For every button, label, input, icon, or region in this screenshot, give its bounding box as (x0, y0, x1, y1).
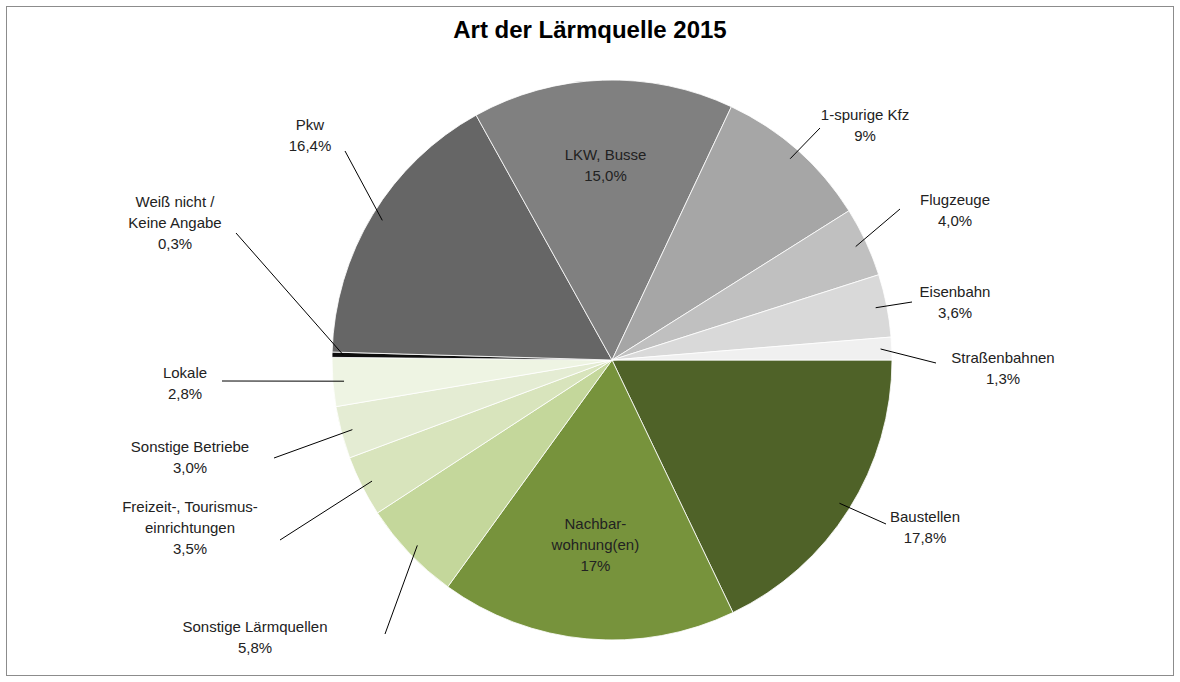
title: Art der Lärmquelle 2015 (453, 16, 726, 43)
data-label: 16,4% (289, 137, 332, 154)
category-label-line: Flugzeuge (920, 191, 990, 208)
leader-line (876, 302, 912, 308)
category-label: 1-spurige Kfz (821, 106, 909, 123)
category-label: Flugzeuge (920, 191, 990, 208)
data-label: 5,8% (238, 639, 272, 656)
data-label: 4,0% (938, 212, 972, 229)
leader-line (881, 349, 936, 363)
category-label: Eisenbahn (920, 283, 991, 300)
data-label: 17% (580, 557, 610, 574)
leader-line (222, 381, 344, 382)
category-label: Weiß nicht / Keine Angabe (128, 193, 221, 231)
data-label: 3,5% (173, 540, 207, 557)
category-label-line: Baustellen (890, 508, 960, 525)
category-label-line: Lokale (163, 364, 207, 381)
category-label: Baustellen (890, 508, 960, 525)
category-label-line: Pkw (296, 116, 325, 133)
leader-line (856, 209, 900, 247)
category-label-line: 1-spurige Kfz (821, 106, 909, 123)
category-label-line: Keine Angabe (128, 214, 221, 231)
category-label-line: Straßenbahnen (951, 349, 1054, 366)
leader-line (345, 151, 382, 220)
category-label: Pkw (296, 116, 325, 133)
category-label: Freizeit-, Tourismus-einrichtungen (122, 498, 258, 536)
pie-slice (332, 357, 612, 406)
frame (7, 7, 1174, 676)
category-label: Straßenbahnen (951, 349, 1054, 366)
data-label: 3,0% (173, 459, 207, 476)
category-label: Lokale (163, 364, 207, 381)
category-label-line: Freizeit-, Tourismus- (122, 498, 258, 515)
category-label-line: Eisenbahn (920, 283, 991, 300)
slices (332, 80, 892, 640)
category-label-line: LKW, Busse (565, 146, 647, 163)
category-label-line: wohnung(en) (551, 536, 640, 553)
category-label-line: einrichtungen (145, 519, 235, 536)
category-label-line: Sonstige Betriebe (131, 438, 249, 455)
category-label-line: Sonstige Lärmquellen (182, 618, 327, 635)
category-label: Nachbar-wohnung(en) (551, 515, 640, 553)
category-label: LKW, Busse (565, 146, 647, 163)
category-label-line: Weiß nicht / (136, 193, 216, 210)
data-label: 0,3% (158, 235, 192, 252)
leader-line (839, 503, 886, 524)
category-label: Sonstige Lärmquellen (182, 618, 327, 635)
data-label: 17,8% (904, 529, 947, 546)
pie-slice (612, 337, 892, 360)
chart: Art der Lärmquelle 2015 Baustellen 17,8% Na… (0, 0, 1180, 682)
category-label-line: Nachbar- (565, 515, 627, 532)
leader-line (385, 545, 417, 634)
labels: Baustellen 17,8% Nachbar-wohnung(en) 17% Son… (122, 106, 1055, 656)
leader-line (280, 481, 372, 540)
category-label: Sonstige Betriebe (131, 438, 249, 455)
leader-line (790, 128, 820, 159)
data-label: 1,3% (986, 370, 1020, 387)
data-label: 3,6% (938, 304, 972, 321)
data-label: 9% (854, 127, 876, 144)
leader-line (274, 430, 352, 458)
pie-slice (612, 275, 891, 360)
data-label: 15,0% (584, 167, 627, 184)
data-label: 2,8% (168, 385, 202, 402)
leader-line (236, 233, 343, 355)
